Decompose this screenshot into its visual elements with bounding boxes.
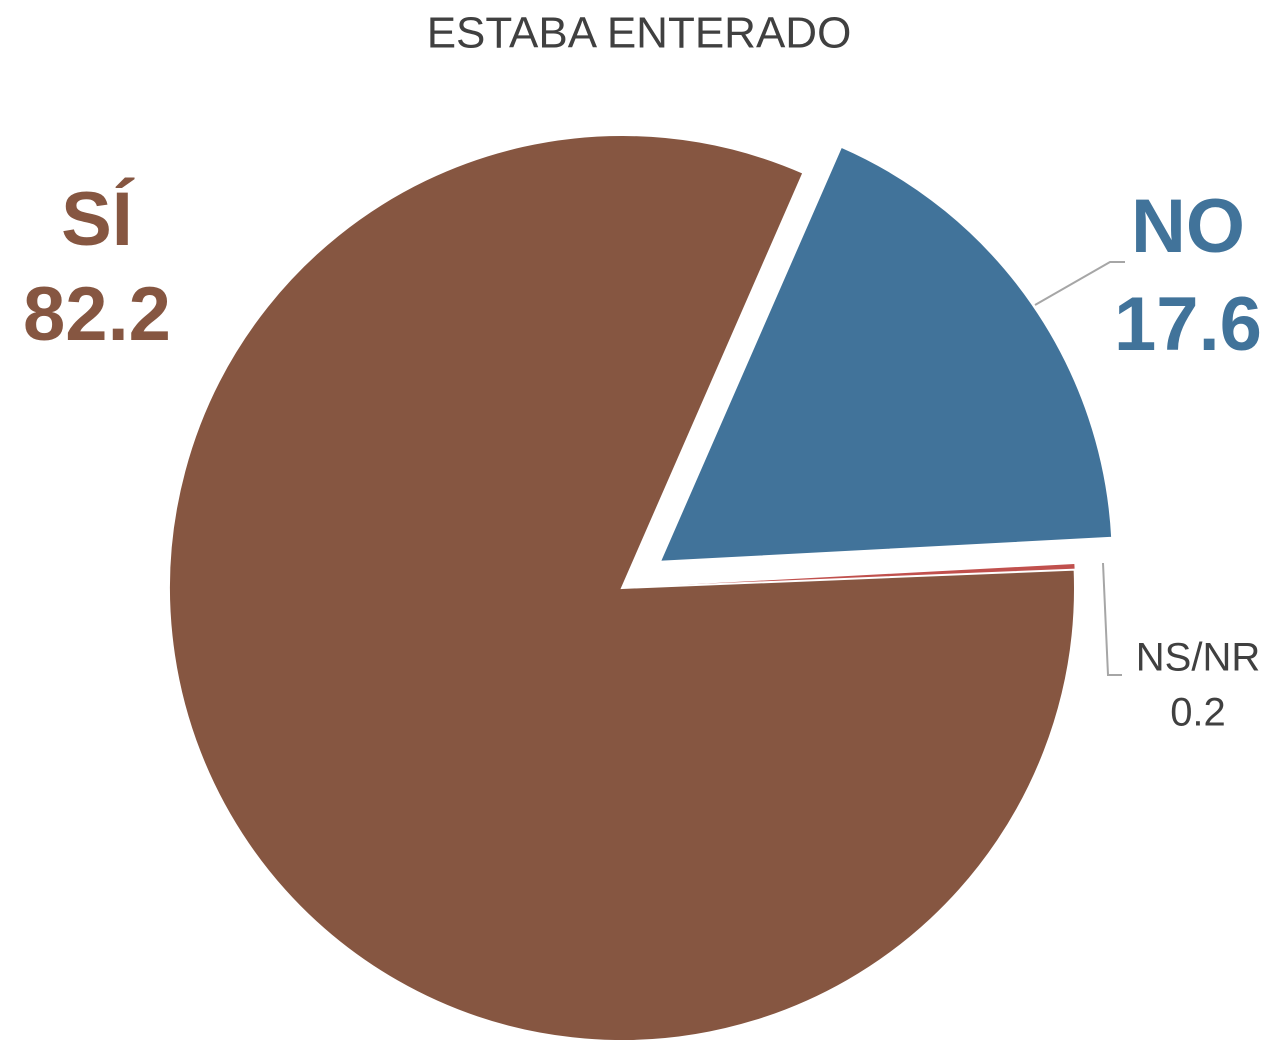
- value-label: 82.2: [23, 272, 171, 357]
- slice-label: NS/NR: [1136, 636, 1260, 680]
- leader-line: [1034, 261, 1125, 306]
- chart-title: ESTABA ENTERADO: [427, 9, 852, 58]
- pie-slice: [168, 134, 1077, 1040]
- pie-slice: [658, 145, 1114, 563]
- slice-label: SÍ: [61, 177, 135, 262]
- slice-label: NO: [1131, 184, 1245, 269]
- value-label: 0.2: [1170, 691, 1226, 735]
- pie-slice: [622, 563, 1075, 588]
- value-label: 17.6: [1114, 282, 1262, 367]
- leader-line: [1102, 562, 1122, 676]
